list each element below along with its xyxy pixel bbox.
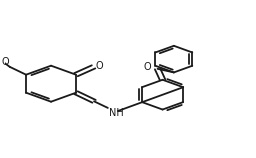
- Text: O: O: [144, 62, 151, 72]
- Text: NH: NH: [109, 108, 124, 118]
- Text: O: O: [2, 57, 9, 67]
- Text: O: O: [95, 61, 103, 71]
